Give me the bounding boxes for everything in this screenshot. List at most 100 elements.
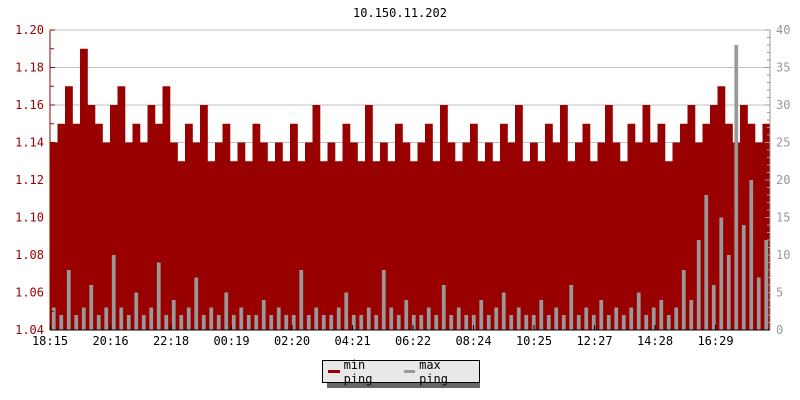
- min-ping-bar: [87, 105, 96, 330]
- min-ping-bar: [230, 161, 238, 330]
- max-ping-bar: [704, 195, 709, 330]
- right-axis-tick-label: 5: [776, 286, 783, 300]
- max-ping-bar: [119, 307, 124, 330]
- legend-item-min-ping: min ping: [328, 358, 400, 386]
- max-ping-bar: [284, 315, 289, 330]
- left-axis-tick-label: 1.08: [15, 248, 44, 262]
- min-ping-bar: [725, 123, 733, 330]
- min-ping-bar: [635, 142, 643, 330]
- min-ping-bar: [575, 142, 583, 330]
- min-ping-bar: [245, 161, 253, 330]
- chart-title: 10.150.11.202: [353, 6, 447, 20]
- max-ping-bar: [554, 307, 559, 330]
- left-axis-tick-label: 1.16: [15, 98, 44, 112]
- min-ping-bar: [530, 142, 538, 330]
- max-ping-bar: [171, 300, 176, 330]
- min-ping-bar: [177, 161, 186, 330]
- min-ping-bar: [447, 142, 456, 330]
- min-ping-bar: [462, 142, 471, 330]
- max-ping-bar: [651, 307, 656, 330]
- min-ping-bar: [755, 142, 763, 330]
- max-ping-bar: [666, 315, 671, 330]
- right-axis-tick-label: 35: [776, 61, 790, 75]
- min-ping-bar: [102, 142, 111, 330]
- max-ping-bar: [74, 315, 79, 330]
- min-ping-bar: [305, 142, 313, 330]
- right-axis-tick-label: 25: [776, 136, 790, 150]
- legend-swatch-min-ping: [328, 370, 340, 373]
- min-ping-bar: [500, 123, 508, 330]
- legend: min ping max ping: [322, 358, 480, 386]
- x-axis-tick-label: 22:18: [153, 334, 189, 348]
- min-ping-bar: [320, 161, 328, 330]
- min-ping-bar: [335, 161, 343, 330]
- min-ping-bar: [537, 161, 546, 330]
- min-ping-bar: [117, 86, 126, 330]
- min-ping-bar: [440, 105, 448, 330]
- max-ping-bar: [164, 315, 169, 330]
- min-ping-bar: [552, 142, 561, 330]
- min-ping-bar: [72, 123, 81, 330]
- max-ping-bar: [59, 315, 64, 330]
- min-ping-bar: [432, 161, 441, 330]
- max-ping-bar: [734, 45, 739, 330]
- max-ping-bar: [186, 307, 191, 330]
- legend-item-max-ping: max ping: [403, 358, 476, 386]
- min-ping-bar: [417, 142, 426, 330]
- max-ping-bar: [719, 217, 724, 330]
- max-ping-bar: [314, 307, 319, 330]
- min-ping-bar: [342, 123, 351, 330]
- max-ping-bar: [584, 307, 589, 330]
- min-ping-bar: [155, 123, 163, 330]
- max-ping-bar: [269, 315, 274, 330]
- min-ping-bar: [612, 142, 621, 330]
- max-ping-bar: [194, 277, 199, 330]
- max-ping-bar: [524, 315, 529, 330]
- min-ping-bar: [290, 123, 298, 330]
- min-ping-bar: [485, 142, 493, 330]
- min-ping-bar: [650, 142, 658, 330]
- min-ping-bar: [170, 142, 178, 330]
- max-ping-bar: [561, 315, 566, 330]
- max-ping-bar: [569, 285, 574, 330]
- max-ping-bar: [111, 255, 116, 330]
- max-ping-bar: [81, 307, 86, 330]
- min-ping-bar: [477, 161, 486, 330]
- min-ping-bar: [657, 123, 666, 330]
- max-ping-bar: [419, 315, 424, 330]
- max-ping-bar: [464, 315, 469, 330]
- max-ping-bar: [689, 300, 694, 330]
- min-ping-bar: [215, 142, 223, 330]
- min-ping-bar: [680, 123, 688, 330]
- max-ping-bar: [141, 315, 146, 330]
- max-ping-series: [51, 45, 769, 330]
- left-axis-tick-label: 1.20: [15, 23, 44, 37]
- left-axis-tick-label: 1.10: [15, 211, 44, 225]
- min-ping-bar: [162, 86, 171, 330]
- max-ping-bar: [351, 315, 356, 330]
- min-ping-series: [50, 48, 771, 330]
- max-ping-bar: [471, 315, 476, 330]
- min-ping-bar: [560, 105, 568, 330]
- max-ping-bar: [201, 315, 206, 330]
- x-axis-tick-label: 04:21: [334, 334, 370, 348]
- max-ping-bar: [434, 315, 439, 330]
- min-ping-bar: [357, 161, 366, 330]
- left-axis-tick-label: 1.18: [15, 61, 44, 75]
- min-ping-bar: [95, 123, 103, 330]
- max-ping-bar: [404, 300, 409, 330]
- min-ping-bar: [252, 123, 261, 330]
- min-ping-bar: [140, 142, 148, 330]
- min-ping-bar: [695, 142, 703, 330]
- min-ping-bar: [282, 161, 291, 330]
- min-ping-bar: [327, 142, 336, 330]
- x-axis-tick-label: 02:20: [274, 334, 310, 348]
- max-ping-bar: [51, 307, 56, 330]
- min-ping-bar: [507, 142, 516, 330]
- max-ping-bar: [224, 292, 229, 330]
- min-ping-bar: [672, 142, 681, 330]
- left-axis-tick-label: 1.12: [15, 173, 44, 187]
- max-ping-bar: [509, 315, 514, 330]
- right-axis-tick-label: 15: [776, 211, 790, 225]
- max-ping-bar: [756, 277, 761, 330]
